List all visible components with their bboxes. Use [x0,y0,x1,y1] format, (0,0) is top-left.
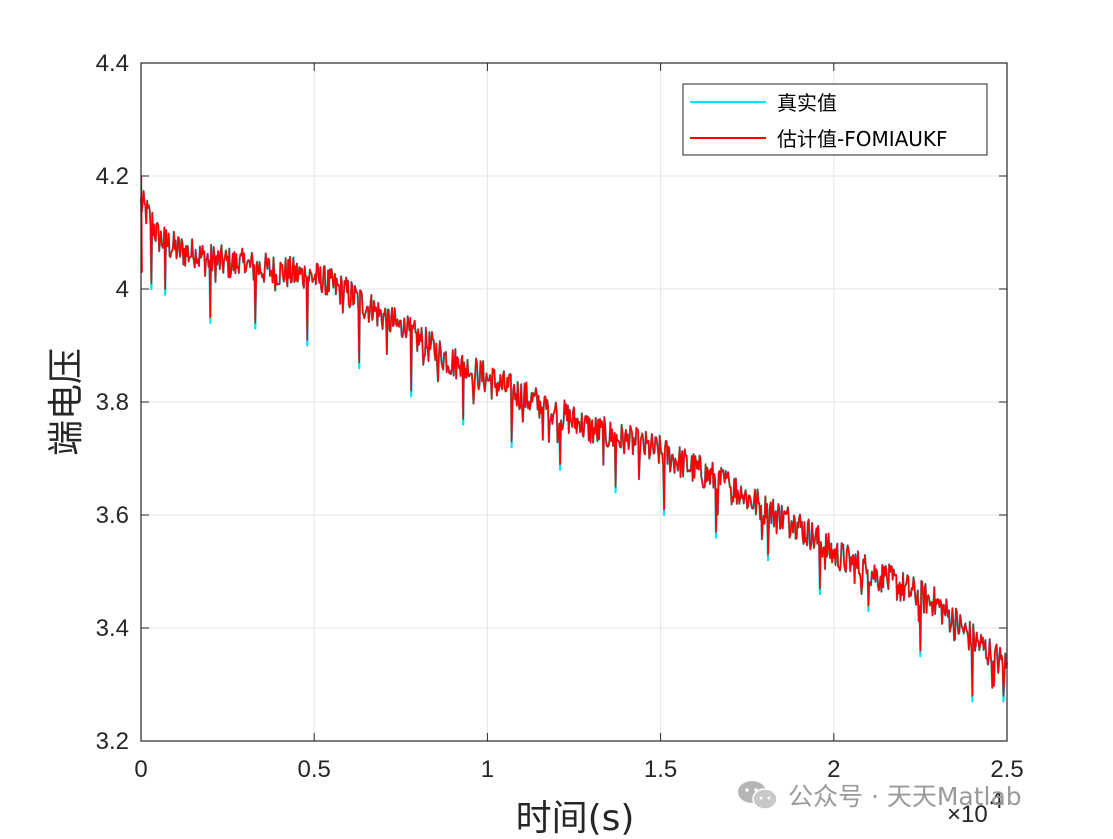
x-exponent: ×10 4 [947,787,1003,828]
x-tick-label: 2.5 [990,756,1023,783]
legend-label-true: 真实值 [777,91,837,115]
watermark: 公众号 · 天天Matlab [736,776,1022,814]
legend-label-estimate: 估计值-FOMIAUKF [777,127,948,151]
axis-ticks [140,62,1008,742]
wechat-icon [738,781,778,810]
x-exponent-base: ×10 [947,801,988,828]
x-tick-label: 0 [134,756,147,783]
x-exponent-power: 4 [990,787,1003,814]
series-line-estimate [140,175,1008,697]
y-tick-label: 3.8 [96,389,129,416]
x-tick-label: 2 [827,756,840,783]
y-tick-label: 4 [116,276,129,303]
watermark-text: 公众号 · 天天Matlab [788,782,1022,811]
y-tick-label: 3.2 [96,728,129,755]
legend-box [682,83,988,156]
tick-labels: 0 0.5 1 1.5 2 2.5 3.2 3.4 3.6 3.8 4 4.2 4.4 [96,50,1024,783]
y-tick-label: 4.4 [96,50,129,77]
x-axis-label: 时间(s) [516,798,635,839]
legend: 真实值 估计值-FOMIAUKF [682,83,988,156]
x-tick-label: 0.5 [298,756,331,783]
y-tick-label: 4.2 [96,163,129,190]
y-tick-label: 3.4 [96,615,129,642]
x-tick-label: 1 [481,756,494,783]
series-layer [139,175,1009,703]
x-tick-label: 1.5 [644,756,677,783]
y-tick-label: 3.6 [96,502,129,529]
y-axis-label: 端电压 [46,348,87,456]
